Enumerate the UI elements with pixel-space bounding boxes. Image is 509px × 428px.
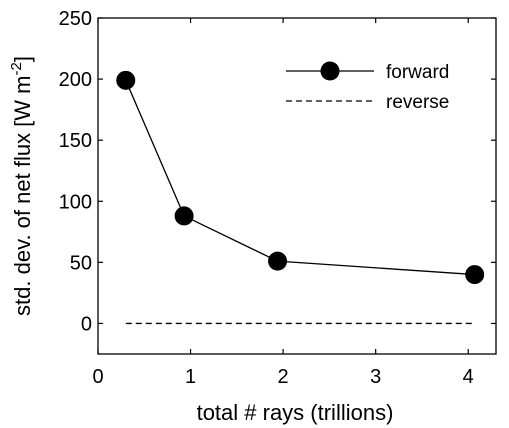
y-tick-label: 250 <box>59 8 92 30</box>
data-point-forward <box>465 265 485 285</box>
y-tick-label: 50 <box>70 252 92 274</box>
series-layer <box>116 70 485 325</box>
data-point-forward <box>174 206 194 226</box>
data-point-forward <box>116 70 136 90</box>
legend-reverse-label: reverse <box>386 92 449 113</box>
legend-forward-marker <box>320 61 340 81</box>
y-tick-label: 200 <box>59 69 92 91</box>
y-axis-label-superscript: -2 <box>8 62 25 75</box>
x-tick-label: 1 <box>185 366 196 388</box>
x-tick-label: 2 <box>278 366 289 388</box>
series-line-forward <box>125 80 475 276</box>
y-tick-label: 150 <box>59 130 92 152</box>
legend: forward reverse <box>286 61 449 113</box>
y-axis-label: std. dev. of net flux [W m-2] <box>8 56 35 316</box>
x-axis-label: total # rays (trillions) <box>197 400 394 425</box>
legend-forward-label: forward <box>386 62 449 83</box>
data-point-forward <box>268 251 288 271</box>
y-axis-label-bracket: ] <box>10 56 35 62</box>
x-axis-ticks: 0 1 2 3 4 <box>92 18 474 388</box>
y-tick-label: 100 <box>59 191 92 213</box>
plot-frame <box>97 17 497 355</box>
x-tick-label: 3 <box>370 366 381 388</box>
x-tick-label: 4 <box>463 366 474 388</box>
y-tick-label: 0 <box>81 313 92 335</box>
y-axis-label-main: std. dev. of net flux [W m <box>10 76 35 316</box>
x-tick-label: 0 <box>92 366 103 388</box>
y-axis-ticks: 0 50 100 150 200 250 <box>59 8 496 335</box>
